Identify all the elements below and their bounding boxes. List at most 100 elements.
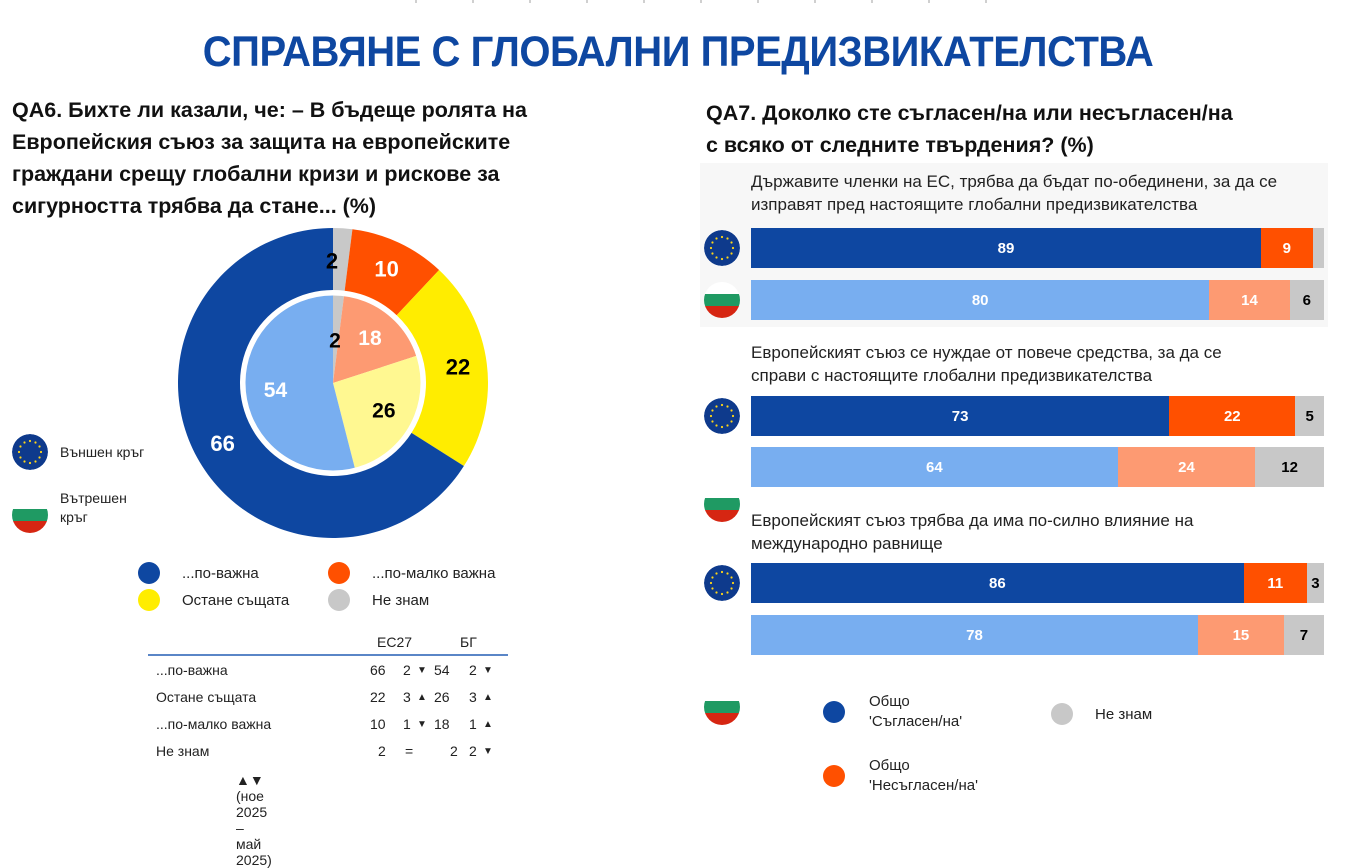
qa6-donut-chart: 2 10 22 66 2 18 26 54 (177, 228, 488, 538)
bar-seg-agree: 89 (751, 228, 1261, 268)
statement-line: международно равнище (751, 534, 943, 553)
bar-value: 64 (926, 458, 943, 476)
bar-value: 12 (1281, 458, 1298, 476)
eu-flag-icon (12, 434, 48, 470)
legend-dot-grey-icon (328, 589, 350, 611)
bg-change: 2 (469, 743, 477, 759)
bar-seg-disagree: 22 (1169, 396, 1296, 436)
table-header-eu27: ЕС27 (377, 634, 413, 650)
bar-seg-disagree: 14 (1209, 280, 1290, 320)
donut-segment (396, 270, 488, 467)
bg-value: 26 (434, 689, 450, 705)
ring-legend-inner-line: Вътрешен (60, 490, 127, 506)
legend-line: Общо (869, 693, 910, 710)
bar-value: 5 (1305, 407, 1314, 425)
bg-change: 1 (469, 716, 477, 732)
legend-dot-orange-icon (823, 765, 845, 787)
table-header-rule (148, 654, 508, 656)
table-row: ...по-важна 66 2 ▼ 54 2 ▼ (150, 662, 510, 686)
bg-change: 3 (469, 689, 477, 705)
inner-pie (241, 291, 425, 475)
qa6-legend: ...по-важна ...по-малко важна Остане същ… (138, 562, 538, 614)
qa6-trend-table: ЕС27 БГ ...по-важна 66 2 ▼ 54 2 ▼ Остане… (0, 0, 508, 868)
legend-label: Общо 'Съгласен/на' (869, 692, 962, 732)
bar-seg-dont-know: 5 (1295, 396, 1324, 436)
bar-seg-dont-know: 12 (1255, 447, 1324, 487)
bar-seg-agree: 64 (751, 447, 1118, 487)
donut-segment (333, 228, 353, 291)
bar-seg-disagree: 24 (1117, 447, 1256, 487)
statement-line: Държавите членки на ЕС, трябва да бъдат … (751, 172, 1278, 191)
qa6-question: QA6. Бихте ли казали, че: – В бъдеще рол… (12, 94, 632, 222)
qa6-question-line: сигурността трябва да стане... (%) (12, 194, 377, 218)
bg-trend-arrow-icon: ▲ (483, 719, 493, 730)
bar-value: 78 (966, 626, 983, 644)
bg-trend-arrow-icon: ▼ (483, 665, 493, 676)
outer-ring (177, 228, 488, 538)
eu-flag-icon (704, 565, 740, 601)
qa6-question-line: граждани срещу глобални кризи и рискове … (12, 162, 500, 186)
bar-statement-2-bg: 64 24 12 (751, 447, 1324, 487)
bar-statement-2-eu: 73 22 5 (751, 396, 1324, 436)
donut-value-label: 54 (264, 379, 288, 402)
qa6-question-line: QA6. Бихте ли казали, че: – В бъдеще рол… (12, 98, 527, 122)
eu-change: = (405, 743, 414, 759)
donut-value-label: 2 (329, 330, 341, 353)
page-title: СПРАВЯНЕ С ГЛОБАЛНИ ПРЕДИЗВИКАТЕЛСТВА (202, 28, 1154, 76)
row-label: Не знам (156, 743, 210, 759)
eu-value: 2 (378, 743, 386, 759)
bar-statement-3-bg: 78 15 7 (751, 615, 1324, 655)
qa7-legend-agree: Общо 'Съгласен/на' (823, 692, 962, 732)
bg-change: 2 (469, 662, 477, 678)
statement-2-text: Европейският съюз се нуждае от повече ср… (751, 341, 1331, 387)
bar-value: 9 (1282, 239, 1291, 257)
eu-trend-arrow-icon: ▼ (417, 665, 427, 676)
bar-seg-disagree: 9 (1260, 228, 1313, 268)
legend-line: 'Несъгласен/на' (869, 777, 978, 794)
eu-value: 66 (370, 662, 386, 678)
legend-label: Общо 'Несъгласен/на' (869, 756, 978, 796)
donut-segment (245, 295, 355, 471)
qa6-question-line: Европейския съюз за защита на европейски… (12, 130, 511, 154)
bar-seg-dont-know: 3 (1306, 563, 1324, 603)
legend-dot-yellow-icon (138, 589, 160, 611)
bar-value: 24 (1178, 458, 1195, 476)
legend-label: Не знам (372, 591, 430, 609)
donut-value-label: 2 (326, 249, 338, 274)
bar-statement-3-eu: 86 11 3 (751, 563, 1324, 603)
bar-value: 7 (1299, 626, 1309, 644)
bar-seg-dont-know: 7 (1283, 615, 1324, 655)
bg-value: 18 (434, 716, 450, 732)
qa7-question: QA7. Доколко сте съгласен/на или несъгла… (706, 97, 1346, 161)
legend-label: ...по-малко важна (372, 564, 496, 582)
bulgaria-flag-icon (704, 282, 740, 318)
bar-seg-agree: 78 (751, 615, 1198, 655)
bar-value: 6 (1302, 291, 1311, 309)
statement-line: изправят пред настоящите глобални предиз… (751, 195, 1198, 214)
ring-legend-inner-line: кръг (60, 509, 88, 525)
eu-trend-arrow-icon: ▲ (417, 692, 427, 703)
bg-trend-arrow-icon: ▲ (483, 692, 493, 703)
donut-segment (333, 355, 422, 469)
bar-seg-disagree: 11 (1243, 563, 1307, 603)
ring-legend-inner-label: Вътрешен кръг (60, 489, 127, 527)
table-row: Остане същата 22 3 ▲ 26 3 ▲ (150, 689, 510, 713)
row-label: Остане същата (156, 689, 257, 705)
table-footnote: ▲▼ (ное 2025 – май 2025) (236, 772, 272, 868)
statement-1-text: Държавите членки на ЕС, трябва да бъдат … (751, 170, 1331, 216)
bar-seg-dont-know (1312, 228, 1324, 268)
table-row: Не знам 2 = 2 2 ▼ (150, 743, 510, 767)
bar-seg-agree: 73 (751, 396, 1170, 436)
qa7-legend-disagree: Общо 'Несъгласен/на' (823, 756, 978, 796)
legend-item-dont-know: Не знам (328, 589, 429, 611)
donut-labels: 2 10 22 66 2 18 26 54 (210, 249, 470, 457)
bar-seg-agree: 80 (751, 280, 1210, 320)
bar-value: 15 (1232, 626, 1250, 644)
statement-line: Европейският съюз се нуждае от повече ср… (751, 343, 1222, 362)
table-header-bg: БГ (460, 634, 477, 650)
legend-item-more-important: ...по-важна (138, 562, 259, 584)
bulgaria-flag-icon (12, 497, 48, 533)
eu-value: 22 (370, 689, 386, 705)
statement-line: Европейският съюз трябва да има по-силно… (751, 511, 1194, 530)
eu-flag-icon (704, 230, 740, 266)
